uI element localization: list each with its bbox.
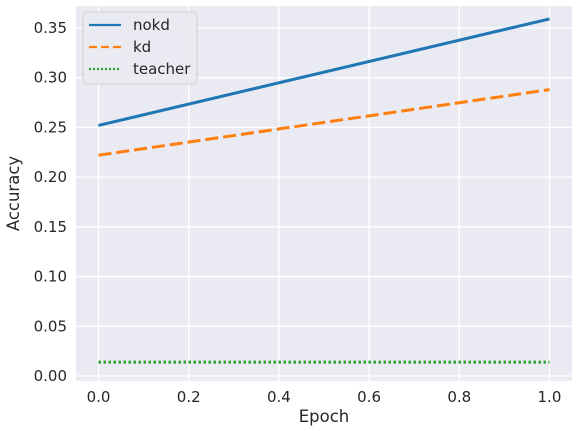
x-tick-label: 0.4 <box>267 388 291 406</box>
y-tick-label: 0.05 <box>34 317 67 335</box>
y-tick-label: 0.10 <box>34 268 67 286</box>
grid-lines <box>76 6 572 381</box>
series-layer <box>98 17 550 364</box>
y-tick-label: 0.35 <box>34 19 67 37</box>
series-line-nokd <box>98 17 550 127</box>
legend: nokd kd teacher <box>82 11 198 85</box>
y-tick-label: 0.30 <box>34 69 67 87</box>
y-tick-label: 0.00 <box>34 367 67 385</box>
y-tick-label: 0.20 <box>34 168 67 186</box>
x-tick-label: 1.0 <box>538 388 562 406</box>
x-axis-ticks: 0.0 0.2 0.4 0.6 0.8 1.0 <box>87 388 562 406</box>
x-tick-label: 0.0 <box>87 388 111 406</box>
legend-label-nokd: nokd <box>133 16 170 34</box>
y-tick-label: 0.15 <box>34 218 67 236</box>
y-tick-label: 0.25 <box>34 118 67 136</box>
legend-label-kd: kd <box>133 38 151 56</box>
series-line-kd <box>98 88 550 157</box>
legend-label-teacher: teacher <box>133 60 191 78</box>
y-axis-label: Accuracy <box>4 156 23 232</box>
x-tick-label: 0.2 <box>177 388 201 406</box>
x-axis-label: Epoch <box>299 407 350 426</box>
x-tick-label: 0.8 <box>447 388 471 406</box>
x-tick-label: 0.6 <box>357 388 381 406</box>
y-axis-ticks: 0.00 0.05 0.10 0.15 0.20 0.25 0.30 0.35 <box>34 19 67 385</box>
legend-frame <box>82 11 198 85</box>
